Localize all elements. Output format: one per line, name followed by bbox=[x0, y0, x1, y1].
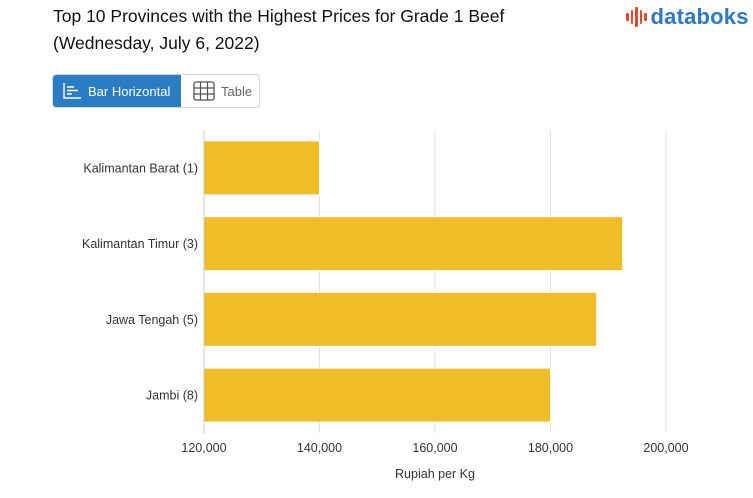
view-toggle: Bar Horizontal Table bbox=[52, 74, 260, 108]
x-tick-label: 160,000 bbox=[412, 441, 457, 455]
category-label: Kalimantan Timur (3) bbox=[82, 237, 198, 251]
x-tick-label: 140,000 bbox=[297, 441, 342, 455]
chart-title: Top 10 Provinces with the Highest Prices… bbox=[53, 3, 613, 57]
table-label: Table bbox=[221, 83, 253, 99]
table-button[interactable]: Table bbox=[181, 75, 259, 107]
x-tick-label: 120,000 bbox=[181, 441, 226, 455]
x-tick-label: 180,000 bbox=[528, 441, 573, 455]
category-label: Jawa Tengah (5) bbox=[106, 313, 198, 327]
table-icon bbox=[193, 81, 215, 101]
category-label: Kalimantan Barat (1) bbox=[83, 161, 198, 175]
logo-bars-icon bbox=[626, 6, 647, 28]
bar bbox=[203, 291, 598, 347]
bar bbox=[203, 140, 320, 196]
databoks-logo[interactable]: databoks bbox=[626, 4, 749, 30]
bar-chart-icon bbox=[63, 83, 81, 99]
x-axis-label: Rupiah per Kg bbox=[395, 467, 475, 481]
chart-title-line1: Top 10 Provinces with the Highest Prices… bbox=[53, 6, 505, 26]
bar-horizontal-button[interactable]: Bar Horizontal bbox=[53, 75, 181, 107]
bar bbox=[203, 367, 551, 423]
bar-horizontal-label: Bar Horizontal bbox=[88, 83, 171, 99]
chart-title-line2: (Wednesday, July 6, 2022) bbox=[53, 33, 260, 53]
category-label: Jambi (8) bbox=[146, 389, 198, 403]
logo-text: databoks bbox=[650, 4, 749, 29]
bar bbox=[203, 216, 624, 272]
x-tick-label: 200,000 bbox=[643, 441, 688, 455]
